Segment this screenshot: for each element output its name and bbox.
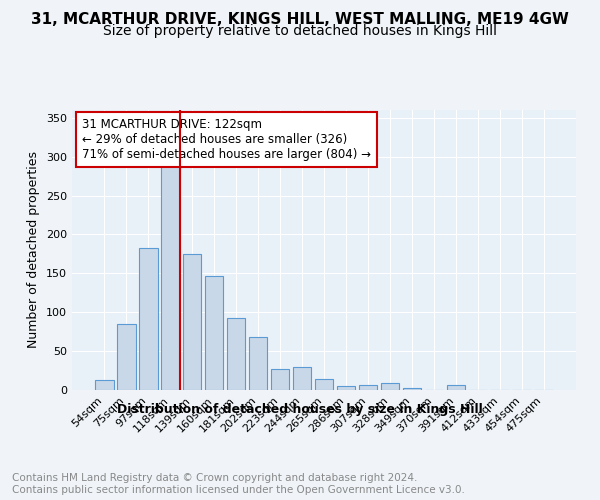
Bar: [314, 379, 334, 390]
Bar: [380, 383, 399, 390]
Bar: [271, 369, 289, 390]
Bar: [95, 380, 113, 390]
Text: 31 MCARTHUR DRIVE: 122sqm
← 29% of detached houses are smaller (326)
71% of semi: 31 MCARTHUR DRIVE: 122sqm ← 29% of detac…: [82, 118, 371, 162]
Text: 31, MCARTHUR DRIVE, KINGS HILL, WEST MALLING, ME19 4GW: 31, MCARTHUR DRIVE, KINGS HILL, WEST MAL…: [31, 12, 569, 28]
Bar: [183, 254, 202, 390]
Text: Size of property relative to detached houses in Kings Hill: Size of property relative to detached ho…: [103, 24, 497, 38]
Bar: [139, 248, 158, 390]
Y-axis label: Number of detached properties: Number of detached properties: [28, 152, 40, 348]
Bar: [227, 318, 245, 390]
Bar: [446, 386, 465, 390]
Bar: [403, 388, 421, 390]
Bar: [359, 384, 377, 390]
Bar: [249, 337, 268, 390]
Bar: [205, 276, 223, 390]
Bar: [161, 164, 179, 390]
Text: Distribution of detached houses by size in Kings Hill: Distribution of detached houses by size …: [117, 402, 483, 415]
Text: Contains HM Land Registry data © Crown copyright and database right 2024.
Contai: Contains HM Land Registry data © Crown c…: [12, 474, 465, 495]
Bar: [293, 368, 311, 390]
Bar: [337, 386, 355, 390]
Bar: [117, 324, 136, 390]
